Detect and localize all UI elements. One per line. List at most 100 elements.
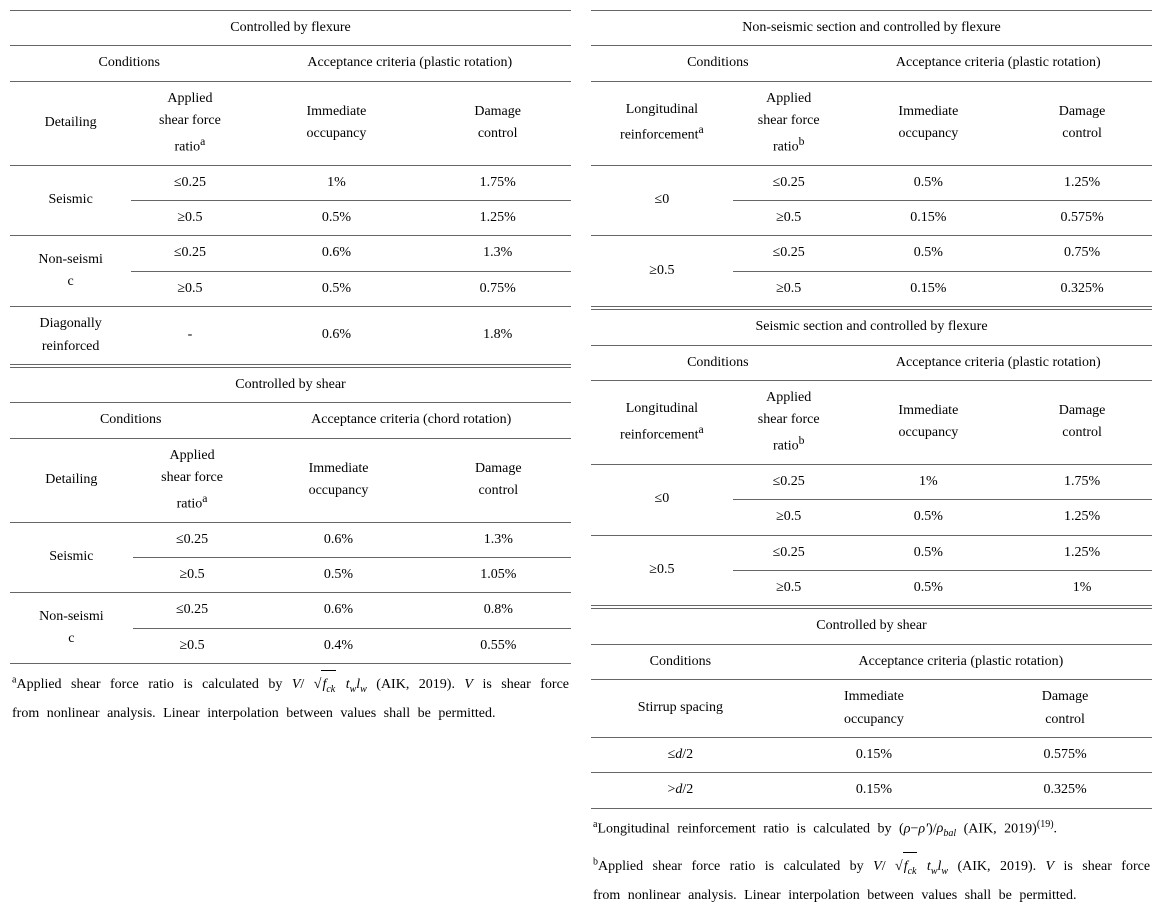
right-footnote-a: aLongitudinal reinforcement ratio is cal… (591, 811, 1152, 848)
cell-dc: 1.25% (424, 201, 571, 236)
cell-dc: 1.05% (426, 557, 571, 592)
col-io: Immediate occupancy (249, 81, 425, 165)
cell-ratio: ≤0.25 (733, 236, 845, 271)
conditions-header: Conditions (591, 46, 845, 81)
cell-dc: 1.75% (424, 165, 571, 200)
cell-reinf: ≥0.5 (591, 535, 733, 606)
cell-io: 0.6% (249, 307, 425, 365)
cell-ratio: ≥0.5 (733, 201, 845, 236)
col-ratio: Applied shear force ratioa (131, 81, 248, 165)
cell-io: 0.15% (845, 201, 1013, 236)
cell-ratio: ≥0.5 (133, 628, 252, 663)
conditions-header: Conditions (10, 403, 251, 438)
right-table-shear: Controlled by shear Conditions Acceptanc… (591, 608, 1152, 808)
col-dc: Damage control (1012, 81, 1152, 165)
cell-detailing: Diagonally reinforced (10, 307, 131, 365)
col-ratio: Applied shear force ratiob (733, 380, 845, 464)
cell-dc: 1.25% (1012, 500, 1152, 535)
section-header: Non-seismic section and controlled by fl… (591, 11, 1152, 46)
criteria-header: Acceptance criteria (plastic rotation) (845, 345, 1152, 380)
col-detailing: Detailing (10, 81, 131, 165)
col-spacing: Stirrup spacing (591, 680, 770, 738)
cell-io: 0.6% (251, 593, 425, 628)
cell-dc: 1.75% (1012, 464, 1152, 499)
cell-io: 0.5% (845, 570, 1013, 605)
cell-dc: 0.575% (978, 737, 1152, 772)
cell-io: 0.5% (251, 557, 425, 592)
col-reinforcement: Longitudinal reinforcementa (591, 380, 733, 464)
cell-detailing: Non-seismi c (10, 236, 131, 307)
col-io: Immediate occupancy (845, 81, 1013, 165)
section-header: Controlled by flexure (10, 11, 571, 46)
cell-dc: 0.75% (1012, 236, 1152, 271)
cell-dc: 1.25% (1012, 535, 1152, 570)
cell-ratio: ≥0.5 (733, 271, 845, 306)
cell-io: 0.15% (770, 737, 978, 772)
cell-io: 1% (845, 464, 1013, 499)
col-dc: Damage control (978, 680, 1152, 738)
section-header: Controlled by shear (10, 367, 571, 402)
cell-dc: 1% (1012, 570, 1152, 605)
cell-ratio: ≤0.25 (131, 236, 248, 271)
cell-dc: 0.55% (426, 628, 571, 663)
right-footnote-b: bApplied shear force ratio is calculated… (591, 848, 1152, 914)
col-io: Immediate occupancy (845, 380, 1013, 464)
cell-ratio: ≤0.25 (733, 464, 845, 499)
criteria-header: Acceptance criteria (plastic rotation) (770, 644, 1152, 679)
cell-ratio: ≤0.25 (133, 522, 252, 557)
cell-ratio: ≥0.5 (733, 500, 845, 535)
left-table-shear: Controlled by shear Conditions Acceptanc… (10, 367, 571, 664)
conditions-header: Conditions (10, 46, 249, 81)
col-io: Immediate occupancy (770, 680, 978, 738)
cell-spacing: >d/2 (591, 773, 770, 808)
col-io: Immediate occupancy (251, 438, 425, 522)
cell-dc: 1.8% (424, 307, 571, 365)
right-table-nonseismic-flexure: Non-seismic section and controlled by fl… (591, 10, 1152, 307)
cell-ratio: ≥0.5 (131, 201, 248, 236)
cell-io: 1% (249, 165, 425, 200)
cell-io: 0.4% (251, 628, 425, 663)
cell-reinf: ≤0 (591, 165, 733, 236)
left-column: Controlled by flexure Conditions Accepta… (10, 10, 571, 914)
cell-io: 0.5% (845, 500, 1013, 535)
col-dc: Damage control (424, 81, 571, 165)
left-footnote-a: aApplied shear force ratio is calculated… (10, 666, 571, 732)
col-reinforcement: Longitudinal reinforcementa (591, 81, 733, 165)
section-header: Seismic section and controlled by flexur… (591, 310, 1152, 345)
criteria-text: Acceptance criteria (chord rotation) (311, 412, 511, 427)
conditions-header: Conditions (591, 345, 845, 380)
cell-dc: 0.325% (978, 773, 1152, 808)
cell-dc: 0.575% (1012, 201, 1152, 236)
cell-reinf: ≥0.5 (591, 236, 733, 307)
cell-io: 0.5% (249, 271, 425, 306)
cell-ratio: ≥0.5 (131, 271, 248, 306)
cell-dc: 1.3% (426, 522, 571, 557)
section-header: Controlled by shear (591, 609, 1152, 644)
col-dc: Damage control (426, 438, 571, 522)
criteria-text: Acceptance criteria (plastic rotation) (307, 55, 512, 70)
cell-dc: 0.8% (426, 593, 571, 628)
cell-io: 0.5% (845, 165, 1013, 200)
cell-ratio: - (131, 307, 248, 365)
cell-io: 0.6% (249, 236, 425, 271)
cell-detailing: Seismic (10, 522, 133, 593)
col-dc: Damage control (1012, 380, 1152, 464)
cell-detailing: Seismic (10, 165, 131, 236)
col-ratio: Applied shear force ratioa (133, 438, 252, 522)
cell-io: 0.5% (249, 201, 425, 236)
cell-dc: 1.3% (424, 236, 571, 271)
cell-dc: 1.25% (1012, 165, 1152, 200)
two-column-layout: Controlled by flexure Conditions Accepta… (10, 10, 1152, 914)
cell-spacing: ≤d/2 (591, 737, 770, 772)
cell-detailing: Non-seismi c (10, 593, 133, 664)
cell-io: 0.6% (251, 522, 425, 557)
cell-ratio: ≥0.5 (733, 570, 845, 605)
cell-io: 0.15% (845, 271, 1013, 306)
cell-dc: 0.75% (424, 271, 571, 306)
criteria-header: Acceptance criteria (plastic rotation) (845, 46, 1152, 81)
conditions-header: Conditions (591, 644, 770, 679)
cell-dc: 0.325% (1012, 271, 1152, 306)
right-table-seismic-flexure: Seismic section and controlled by flexur… (591, 309, 1152, 606)
cell-ratio: ≥0.5 (133, 557, 252, 592)
cell-ratio: ≤0.25 (733, 165, 845, 200)
